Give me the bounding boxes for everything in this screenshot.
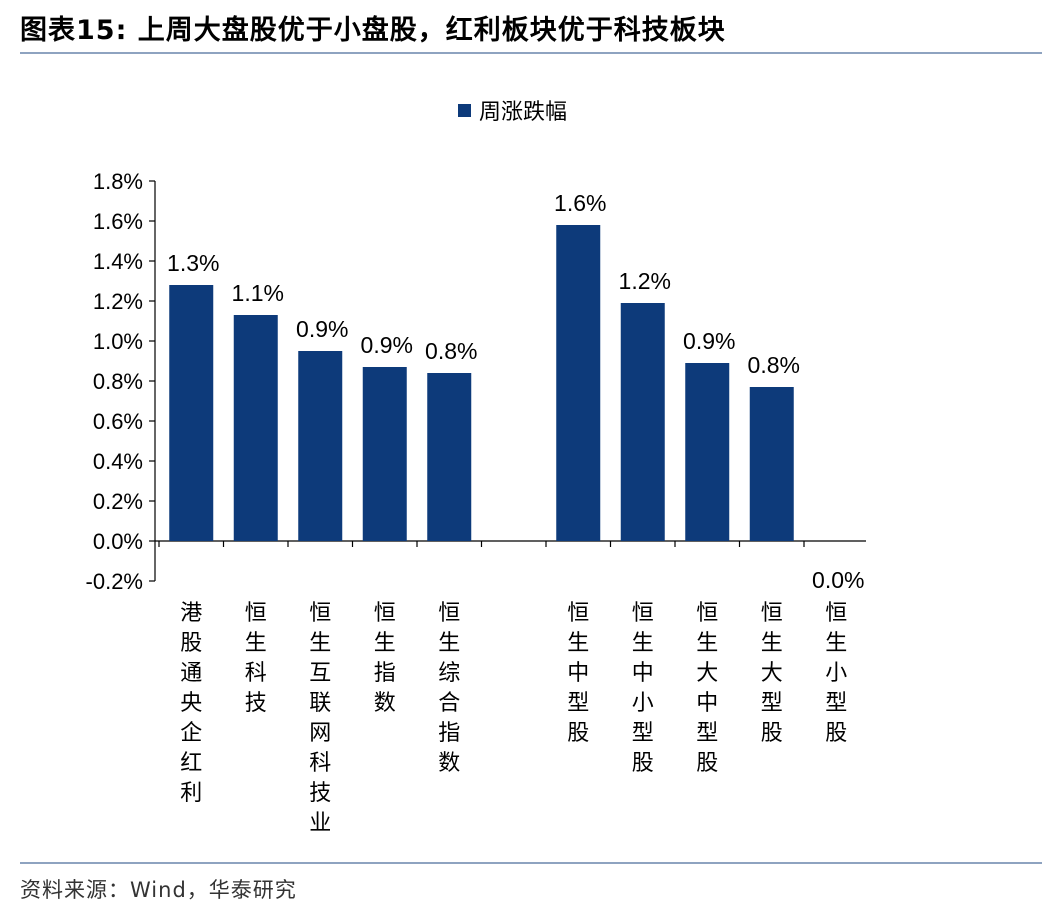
y-tick-label: 0.6% [93, 409, 143, 434]
category-label-char: 恒 [825, 601, 847, 626]
category-label-char: 恒 [696, 601, 718, 626]
category-label-char: 综 [438, 661, 460, 686]
category-label-char: 港 [180, 601, 202, 626]
data-label: 0.8% [748, 352, 800, 378]
category-label-char: 指 [374, 661, 396, 686]
y-tick-label: 0.0% [93, 529, 143, 554]
source-note: 资料来源：Wind，华泰研究 [20, 878, 297, 902]
bar [556, 225, 601, 541]
bar [298, 351, 343, 541]
y-tick-label: 1.6% [93, 209, 143, 234]
category-label-char: 恒 [374, 601, 396, 626]
category-label-char: 互 [309, 661, 331, 686]
y-tick-label: 1.0% [93, 329, 143, 354]
category-label-char: 股 [761, 721, 783, 746]
category-label-char: 中 [696, 691, 718, 716]
category-label-char: 生 [825, 631, 847, 656]
category-label-char: 股 [567, 721, 589, 746]
data-label: 1.3% [167, 250, 219, 276]
category-label-char: 生 [374, 631, 396, 656]
category-label-char: 小 [825, 661, 847, 686]
y-tick-label: 1.4% [93, 249, 143, 274]
category-label-char: 恒 [632, 601, 654, 626]
category-label-char: 通 [180, 661, 202, 686]
category-label-char: 生 [696, 631, 718, 656]
category-label-char: 央 [180, 691, 202, 716]
category-label-char: 网 [309, 721, 331, 746]
category-label-char: 数 [374, 691, 396, 716]
category-label-char: 生 [245, 631, 267, 656]
legend: 周涨跌幅 [458, 94, 567, 126]
category-label-char: 股 [632, 751, 654, 776]
category-label-char: 型 [632, 721, 654, 746]
y-tick-label: 0.2% [93, 489, 143, 514]
category-label-char: 科 [309, 751, 331, 776]
legend-swatch [458, 103, 471, 117]
category-label-char: 型 [825, 691, 847, 716]
legend-label: 周涨跌幅 [479, 100, 568, 125]
category-label-char: 型 [761, 691, 783, 716]
y-tick-label: 0.8% [93, 369, 143, 394]
category-label-char: 型 [567, 691, 589, 716]
category-label-char: 大 [696, 661, 718, 686]
data-label: 0.9% [683, 328, 735, 354]
category-label-char: 科 [245, 661, 267, 686]
category-label-char: 合 [438, 691, 460, 716]
category-label-char: 恒 [438, 601, 460, 626]
category-label-char: 联 [309, 691, 331, 716]
data-label: 0.9% [296, 316, 348, 342]
chart-title: 图表15: 上周大盘股优于小盘股，红利板块优于科技板块 [20, 15, 726, 46]
category-label-char: 恒 [245, 601, 267, 626]
category-label-char: 恒 [761, 601, 783, 626]
category-label-char: 技 [309, 781, 331, 806]
bar [620, 303, 665, 541]
category-label-char: 生 [438, 631, 460, 656]
category-label-char: 股 [180, 631, 202, 656]
category-label-char: 恒 [309, 601, 331, 626]
data-label: 0.8% [425, 338, 477, 364]
category-label-char: 型 [696, 721, 718, 746]
category-label-char: 利 [180, 781, 202, 806]
category-label-char: 数 [438, 751, 460, 776]
category-label-char: 中 [632, 661, 654, 686]
footer-divider [20, 862, 1042, 864]
category-label-char: 生 [632, 631, 654, 656]
y-tick-label: 0.4% [93, 449, 143, 474]
data-label: 1.6% [554, 190, 606, 216]
category-label-char: 红 [180, 751, 202, 776]
category-label-char: 企 [180, 721, 202, 746]
category-label-char: 生 [761, 631, 783, 656]
category-label-char: 小 [632, 691, 654, 716]
category-label-char: 大 [761, 661, 783, 686]
bar [427, 373, 472, 541]
y-tick-label: 1.8% [93, 169, 143, 194]
category-label-char: 生 [309, 631, 331, 656]
bar [749, 387, 794, 541]
bar [685, 363, 730, 541]
y-tick-label: -0.2% [86, 569, 143, 594]
category-label-char: 股 [696, 751, 718, 776]
bar [169, 285, 214, 541]
bar [233, 315, 278, 541]
data-label: 1.1% [232, 280, 284, 306]
bar [362, 367, 407, 541]
title-divider [20, 52, 1042, 54]
category-label-char: 指 [438, 721, 460, 746]
category-label-char: 中 [567, 661, 589, 686]
category-label-char: 生 [567, 631, 589, 656]
category-label-char: 技 [245, 691, 267, 716]
category-label-char: 恒 [567, 601, 589, 626]
category-label-char: 股 [825, 721, 847, 746]
data-label: 0.9% [361, 332, 413, 358]
data-label: 1.2% [619, 268, 671, 294]
category-label-char: 业 [309, 811, 331, 836]
y-tick-label: 1.2% [93, 289, 143, 314]
data-label: 0.0% [812, 567, 864, 593]
